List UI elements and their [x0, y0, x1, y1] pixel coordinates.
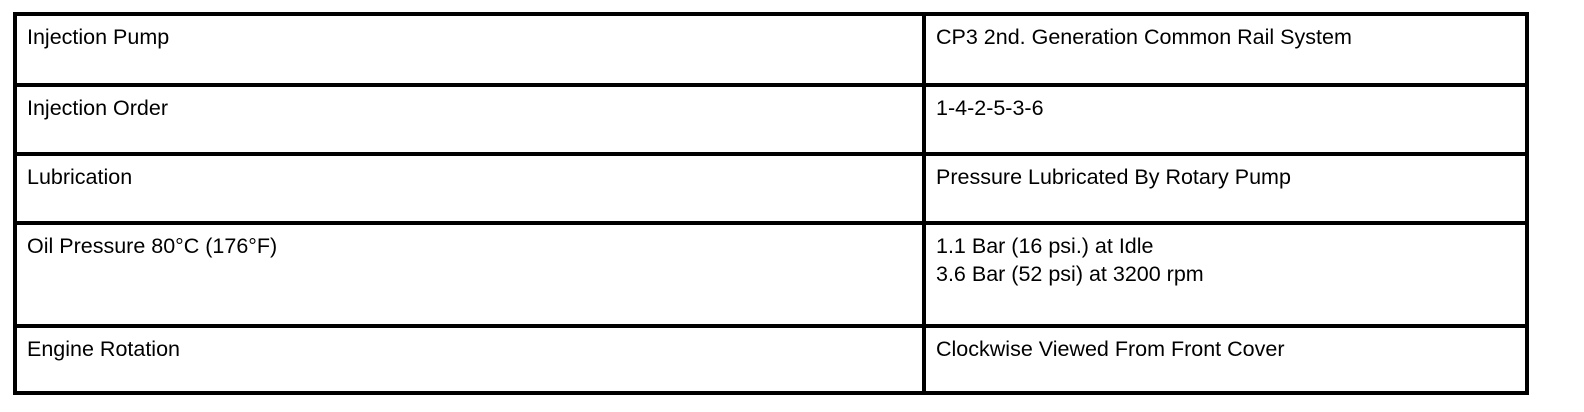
table-row: Oil Pressure 80°C (176°F) 1.1 Bar (16 ps… — [17, 221, 1525, 324]
spec-label: Injection Order — [17, 87, 926, 152]
table-row: Engine Rotation Clockwise Viewed From Fr… — [17, 324, 1525, 391]
spec-label: Lubrication — [17, 156, 926, 221]
spec-value: CP3 2nd. Generation Common Rail System — [936, 25, 1352, 49]
spec-label: Injection Pump — [17, 16, 926, 83]
specifications-table: Injection Pump CP3 2nd. Generation Commo… — [13, 12, 1529, 395]
spec-value: 1.1 Bar (16 psi.) at Idle 3.6 Bar (52 ps… — [936, 234, 1204, 286]
spec-value: 1-4-2-5-3-6 — [936, 96, 1044, 120]
table-row: Lubrication Pressure Lubricated By Rotar… — [17, 152, 1525, 221]
spec-label: Oil Pressure 80°C (176°F) — [17, 225, 926, 324]
spec-label: Engine Rotation — [17, 328, 926, 391]
spec-value: Pressure Lubricated By Rotary Pump — [936, 165, 1291, 189]
table-row: Injection Order 1-4-2-5-3-6 — [17, 83, 1525, 152]
spec-value: Clockwise Viewed From Front Cover — [936, 337, 1285, 361]
table-row: Injection Pump CP3 2nd. Generation Commo… — [17, 16, 1525, 83]
